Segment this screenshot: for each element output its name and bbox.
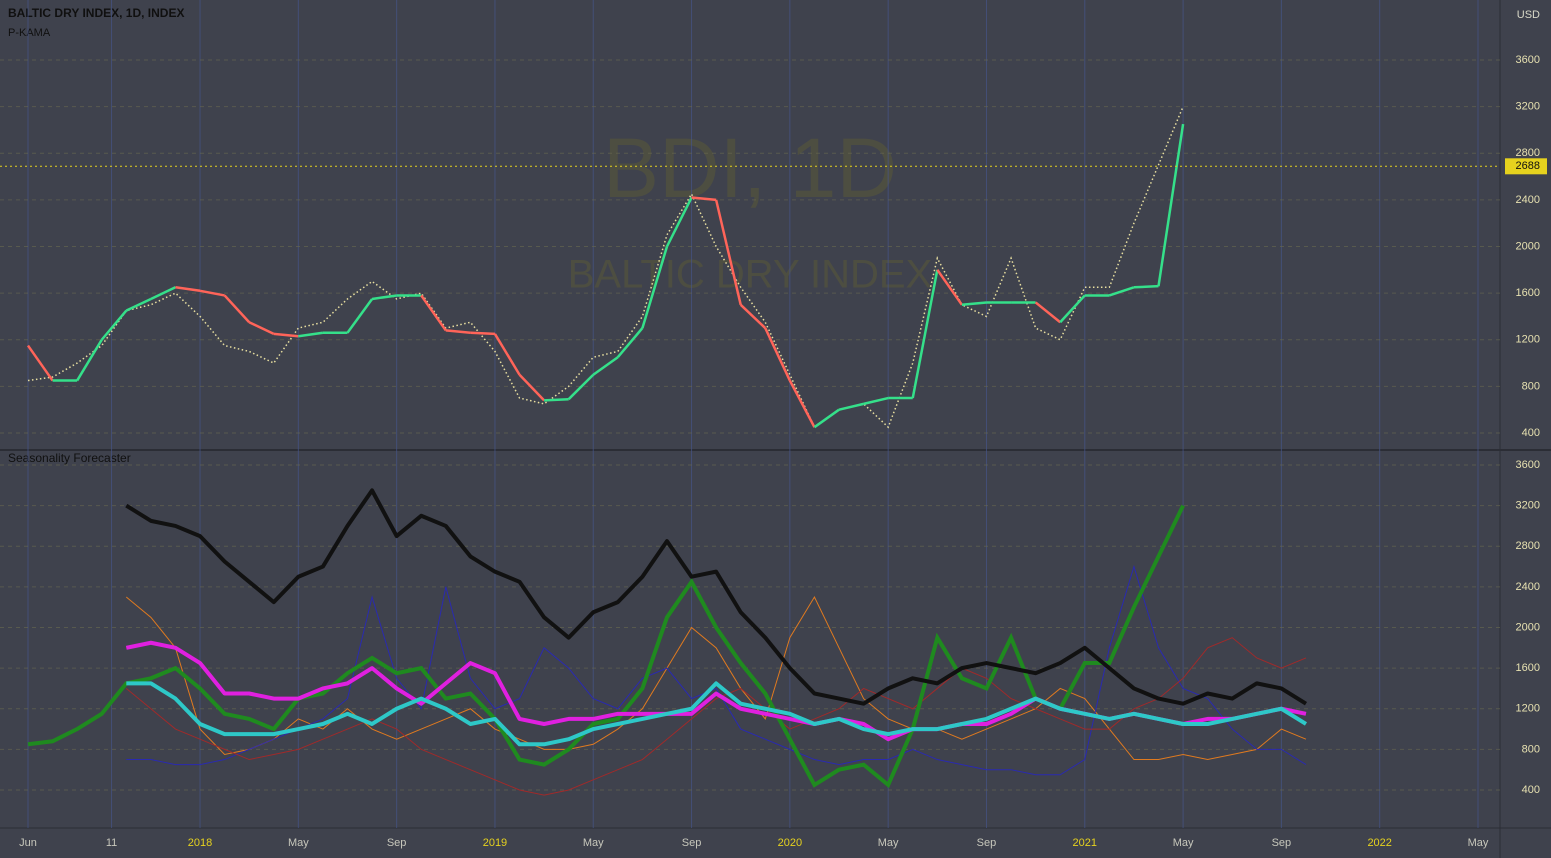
x-tick-label: Sep [977, 837, 997, 849]
y-tick-label: 1600 [1516, 662, 1540, 674]
kama-segment [592, 356, 619, 376]
y-tick-label: 1200 [1516, 334, 1540, 346]
kama-segment [641, 246, 669, 329]
y-tick-label: 3600 [1516, 54, 1540, 66]
kama-segment [470, 331, 496, 336]
x-tick-label: May [583, 837, 604, 849]
kama-segment [665, 196, 693, 248]
kama-segment [1133, 284, 1159, 289]
y-tick-label: 3200 [1516, 101, 1540, 113]
y-tick-label: 2400 [1516, 581, 1540, 593]
x-tick-label: May [1173, 837, 1194, 849]
x-tick-label: May [1468, 837, 1489, 849]
kama-segment [199, 289, 225, 297]
kama-segment [764, 327, 791, 382]
seasonal-line [126, 681, 1308, 747]
chart-title: BALTIC DRY INDEX, 1D, INDEX [8, 6, 184, 20]
kama-segment [420, 294, 447, 332]
kama-segment [298, 331, 324, 338]
seasonal-line [125, 488, 1308, 706]
x-tick-label: Sep [387, 837, 407, 849]
seasonal-line [125, 637, 1307, 796]
indicator-name: P-KAMA [8, 27, 51, 39]
kama-segment [714, 199, 742, 306]
x-tick-label: May [878, 837, 899, 849]
unit-label: USD [1517, 9, 1540, 21]
x-tick-label: May [288, 837, 309, 849]
y-tick-label: 2800 [1516, 147, 1540, 159]
kama-segment [346, 298, 374, 334]
kama-segment [1108, 286, 1135, 297]
kama-segment [371, 294, 397, 301]
x-tick-label: Sep [1272, 837, 1292, 849]
kama-segment [544, 397, 569, 402]
kama-segment [1034, 301, 1061, 324]
y-tick-label: 400 [1522, 784, 1540, 796]
kama-segment [223, 294, 251, 324]
kama-segment [788, 379, 816, 428]
x-tick-label: 2022 [1367, 837, 1391, 849]
kama-segment [838, 402, 864, 411]
kama-segment [248, 321, 275, 336]
x-tick-label: 11 [106, 837, 117, 849]
kama-segment [26, 344, 54, 382]
y-tick-label: 3600 [1516, 459, 1540, 471]
x-tick-label: 2021 [1073, 837, 1097, 849]
price-line [27, 106, 1184, 429]
y-tick-label: 2800 [1516, 540, 1540, 552]
watermark-sub: BALTIC DRY INDEX [568, 253, 933, 297]
kama-segment [175, 286, 201, 293]
x-tick-label: Sep [682, 837, 702, 849]
kama-segment [493, 333, 521, 376]
y-tick-label: 2000 [1516, 240, 1540, 252]
y-tick-label: 3200 [1516, 500, 1540, 512]
last-price-badge [1505, 158, 1547, 175]
kama-segment [445, 329, 471, 335]
pane-title: Seasonality Forecaster [8, 451, 131, 465]
kama-segment [76, 339, 103, 382]
kama-segment [1059, 294, 1086, 324]
kama-segment [125, 297, 152, 312]
kama-segment [518, 373, 546, 402]
kama-segment [739, 303, 767, 330]
y-tick-label: 1600 [1516, 287, 1540, 299]
x-tick-label: Jun [19, 837, 37, 849]
seasonal-line [126, 564, 1307, 776]
y-tick-label: 800 [1522, 380, 1540, 392]
kama-segment [961, 301, 987, 307]
kama-segment [100, 309, 128, 341]
kama-segment [273, 332, 299, 338]
kama-segment [863, 396, 889, 406]
watermark: BDI, 1D [603, 121, 897, 215]
x-tick-label: 2019 [483, 837, 507, 849]
y-tick-label: 2000 [1516, 621, 1540, 633]
kama-segment [150, 286, 176, 301]
kama-segment [567, 373, 595, 401]
kama-segment [1157, 123, 1185, 287]
kama-segment [691, 196, 717, 202]
y-tick-label: 400 [1522, 427, 1540, 439]
kama-segment [813, 408, 840, 429]
kama-segment [616, 327, 644, 359]
y-tick-label: 2400 [1516, 194, 1540, 206]
y-tick-label: 800 [1522, 743, 1540, 755]
kama-segment [936, 269, 963, 306]
price-line [27, 504, 1185, 789]
x-tick-label: 2020 [778, 837, 802, 849]
x-tick-label: 2018 [188, 837, 212, 849]
y-tick-label: 1200 [1516, 703, 1540, 715]
last-price-label: 2688 [1516, 160, 1540, 172]
kama-segment [911, 269, 939, 399]
